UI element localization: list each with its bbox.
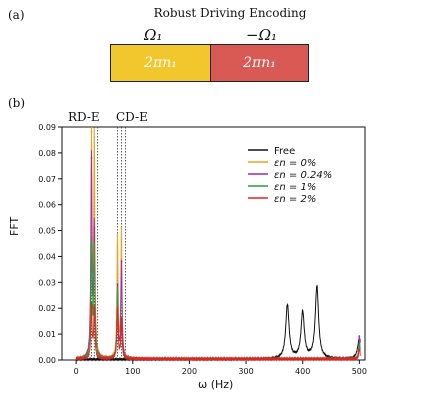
data-point — [116, 234, 119, 237]
pulse-block-left-text: 2πn₁ — [144, 55, 177, 71]
data-point — [301, 312, 304, 315]
legend-label: εn = 0.24% — [274, 170, 332, 181]
y-tick-label: 0.02 — [38, 304, 56, 313]
legend-label: εn = 1% — [274, 182, 316, 193]
x-tick-label: 500 — [352, 367, 367, 376]
y-tick-label: 0.09 — [38, 123, 56, 132]
data-point — [315, 286, 318, 289]
y-tick-label: 0.04 — [38, 252, 56, 261]
omega-right-label: −Ω₁ — [246, 26, 278, 44]
data-point — [93, 136, 96, 139]
legend-label: Free — [274, 146, 295, 157]
region-label-cd-e: CD-E — [116, 110, 148, 124]
data-point — [358, 348, 361, 351]
y-tick-label: 0.00 — [38, 356, 56, 365]
y-tick-label: 0.08 — [38, 149, 56, 158]
x-tick-label: 100 — [125, 367, 140, 376]
encoding-title: Robust Driving Encoding — [153, 6, 307, 20]
plot-frame — [61, 126, 366, 361]
data-point — [116, 286, 119, 289]
y-tick-label: 0.07 — [38, 175, 56, 184]
data-point — [286, 304, 289, 307]
omega-left-label: Ω₁ — [144, 26, 163, 44]
y-tick-label: 0.05 — [38, 227, 56, 236]
data-point — [120, 260, 123, 263]
data-point — [93, 307, 96, 310]
data-point — [90, 131, 93, 134]
y-tick-label: 0.01 — [38, 330, 56, 339]
data-point — [358, 335, 361, 338]
legend-label: εn = 2% — [274, 194, 316, 205]
x-axis-label: ω (Hz) — [198, 378, 234, 391]
panel-b-label: (b) — [8, 96, 26, 110]
data-point — [93, 245, 96, 247]
series-line-eps-4 — [75, 301, 361, 362]
panel-a-label: (a) — [8, 8, 25, 22]
y-tick-label: 0.03 — [38, 278, 56, 287]
data-point — [116, 307, 119, 310]
x-tick-label: 200 — [182, 367, 197, 376]
x-tick-label: 0 — [74, 367, 79, 376]
data-point — [358, 343, 361, 346]
data-point — [120, 317, 123, 320]
x-tick-label: 300 — [238, 367, 253, 376]
region-label-rd-e: RD-E — [68, 110, 100, 124]
y-tick-label: 0.06 — [38, 201, 56, 210]
data-point — [90, 157, 93, 159]
data-point — [116, 284, 119, 286]
data-point — [120, 227, 123, 229]
x-tick-label: 400 — [295, 367, 310, 376]
pulse-block-right-text: 2πn₁ — [243, 55, 276, 71]
data-point — [90, 304, 93, 307]
legend-label: εn = 0% — [274, 158, 316, 169]
data-point — [93, 227, 96, 229]
data-point — [90, 242, 93, 245]
pulse-block-right: 2πn₁ — [210, 44, 309, 82]
